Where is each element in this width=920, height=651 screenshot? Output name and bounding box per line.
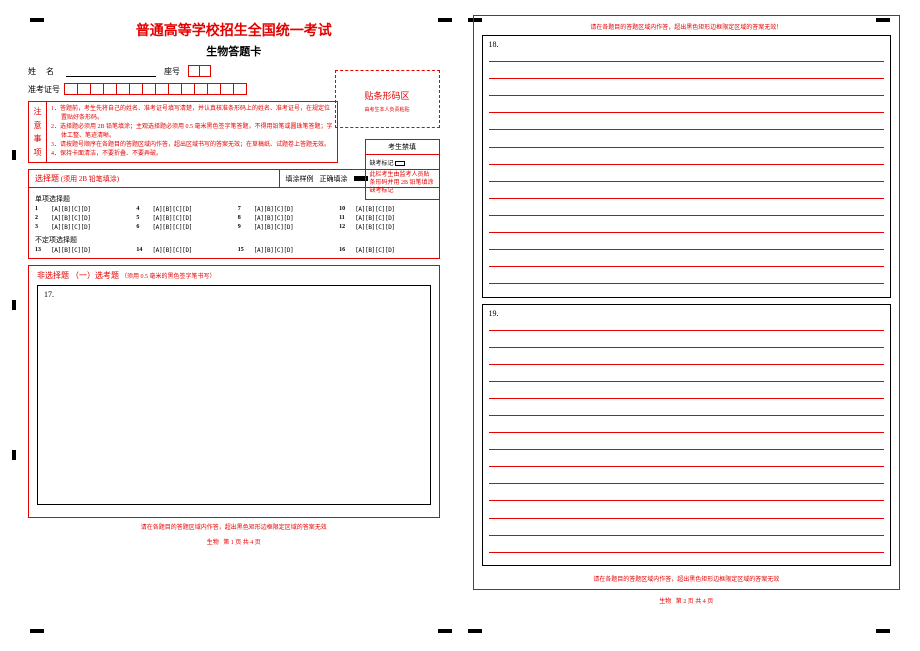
mc-item[interactable]: 6[A][B][C][D] <box>136 224 229 231</box>
mc-item[interactable]: 3[A][B][C][D] <box>35 224 128 231</box>
mc-item[interactable]: 7[A][B][C][D] <box>238 206 331 213</box>
mc-item[interactable]: 11[A][B][C][D] <box>339 215 432 222</box>
side-mark <box>12 300 16 310</box>
q17-number: 17. <box>44 290 424 299</box>
side-mark <box>12 450 16 460</box>
forbid-note: 此栏考生由监考人员贴条形码并用 2B 铅笔填涂缺考标记 <box>366 170 439 199</box>
mc-correct-label: 正确填涂 <box>320 174 348 184</box>
notice-item: 3．请按题号顺序在各题目的答题区域内作答，超出区域书写的答案无效；在草稿纸、试题… <box>51 141 333 150</box>
footer-warning-left: 请在各题目的答题区域内作答，超出黑色矩形边框限定区域的答案无效 <box>20 522 448 531</box>
mc-example-label: 填涂样例 <box>286 174 314 184</box>
footer-page-right: 第 2 页 共 4 页 <box>676 599 714 605</box>
forbid-block: 考生禁填 缺考标记 此栏考生由监考人员贴条形码并用 2B 铅笔填涂缺考标记 <box>365 139 440 200</box>
q18-box[interactable]: 18. <box>482 35 892 298</box>
reg-mark <box>876 629 890 633</box>
footer-page-left: 第 1 页 共 4 页 <box>223 540 261 546</box>
mc-item[interactable]: 13[A][B][C][D] <box>35 247 128 254</box>
top-warning-right: 请在各题目的答题区域内作答，超出黑色矩形边框限定区域的答案无效！ <box>482 22 892 31</box>
q19-number: 19. <box>489 309 885 318</box>
page-right: 请在各题目的答题区域内作答，超出黑色矩形边框限定区域的答案无效！ 18. 19.… <box>473 15 901 615</box>
seat-boxes[interactable] <box>188 65 211 77</box>
mc-item[interactable]: 4[A][B][C][D] <box>136 206 229 213</box>
footer-warning-right: 请在各题目的答题区域内作答，超出黑色矩形边框限定区域的答案无效 <box>482 574 892 583</box>
side-mark <box>12 150 16 160</box>
mc-multi-title: 不定项选择题 <box>35 235 433 245</box>
name-label: 姓 名 <box>28 66 58 77</box>
reg-mark <box>468 629 482 633</box>
mc-item[interactable]: 10[A][B][C][D] <box>339 206 432 213</box>
essay-title: 非选择题 （一）选考题 <box>37 271 119 280</box>
mc-item[interactable]: 14[A][B][C][D] <box>136 247 229 254</box>
mc-item[interactable]: 5[A][B][C][D] <box>136 215 229 222</box>
footer-subject: 生物 <box>207 540 219 546</box>
mc-hint: (须用 2B 铅笔填涂) <box>61 175 119 183</box>
mc-item[interactable]: 9[A][B][C][D] <box>238 224 331 231</box>
footer-subject-r: 生物 <box>659 599 671 605</box>
mc-item[interactable]: 12[A][B][C][D] <box>339 224 432 231</box>
q19-box[interactable]: 19. <box>482 304 892 567</box>
forbid-title: 考生禁填 <box>366 140 439 155</box>
name-field[interactable] <box>66 65 156 77</box>
notice-item: 4．保持卡面清洁，不要折叠、不要弄破。 <box>51 150 333 159</box>
exam-title: 普通高等学校招生全国统一考试 <box>20 20 448 40</box>
reg-mark <box>438 629 452 633</box>
absent-mark-box <box>395 161 405 166</box>
mc-item[interactable]: 2[A][B][C][D] <box>35 215 128 222</box>
absent-label: 缺考标记 <box>370 161 394 167</box>
reg-mark <box>30 629 44 633</box>
page-left: 普通高等学校招生全国统一考试 生物答题卡 贴条形码区 由考生本人负责粘贴 姓 名… <box>20 15 448 615</box>
id-boxes[interactable] <box>64 83 247 95</box>
notice-body: 1．答题前，考生先将自己的姓名、准考证号填写清楚，并认真核准条形码上的姓名、准考… <box>47 102 337 162</box>
essay-hint: （须用 0.5 毫米的黑色签字笔书写） <box>121 274 216 280</box>
barcode-zone: 贴条形码区 由考生本人负责粘贴 <box>335 70 440 128</box>
q17-box[interactable]: 17. <box>37 285 431 505</box>
mc-item[interactable]: 8[A][B][C][D] <box>238 215 331 222</box>
exam-subtitle: 生物答题卡 <box>20 43 448 59</box>
seat-label: 座号 <box>164 66 180 77</box>
q18-number: 18. <box>489 40 885 49</box>
notice-label: 注意事项 <box>29 102 47 162</box>
notice-item: 1．答题前，考生先将自己的姓名、准考证号填写清楚，并认真核准条形码上的姓名、准考… <box>51 105 333 123</box>
notice-item: 2．选择题必须用 2B 铅笔填涂；主观选择题必须用 0.5 毫米黑色签字笔答题，… <box>51 123 333 141</box>
mc-title: 选择题 <box>35 174 59 183</box>
mc-item[interactable]: 1[A][B][C][D] <box>35 206 128 213</box>
essay-section: 非选择题 （一）选考题 （须用 0.5 毫米的黑色签字笔书写） 17. <box>28 265 440 518</box>
mc-item[interactable]: 16[A][B][C][D] <box>339 247 432 254</box>
id-label: 准考证号 <box>28 84 60 95</box>
mc-item[interactable]: 15[A][B][C][D] <box>238 247 331 254</box>
barcode-title: 贴条形码区 <box>336 89 439 102</box>
barcode-note: 由考生本人负责粘贴 <box>336 106 439 113</box>
